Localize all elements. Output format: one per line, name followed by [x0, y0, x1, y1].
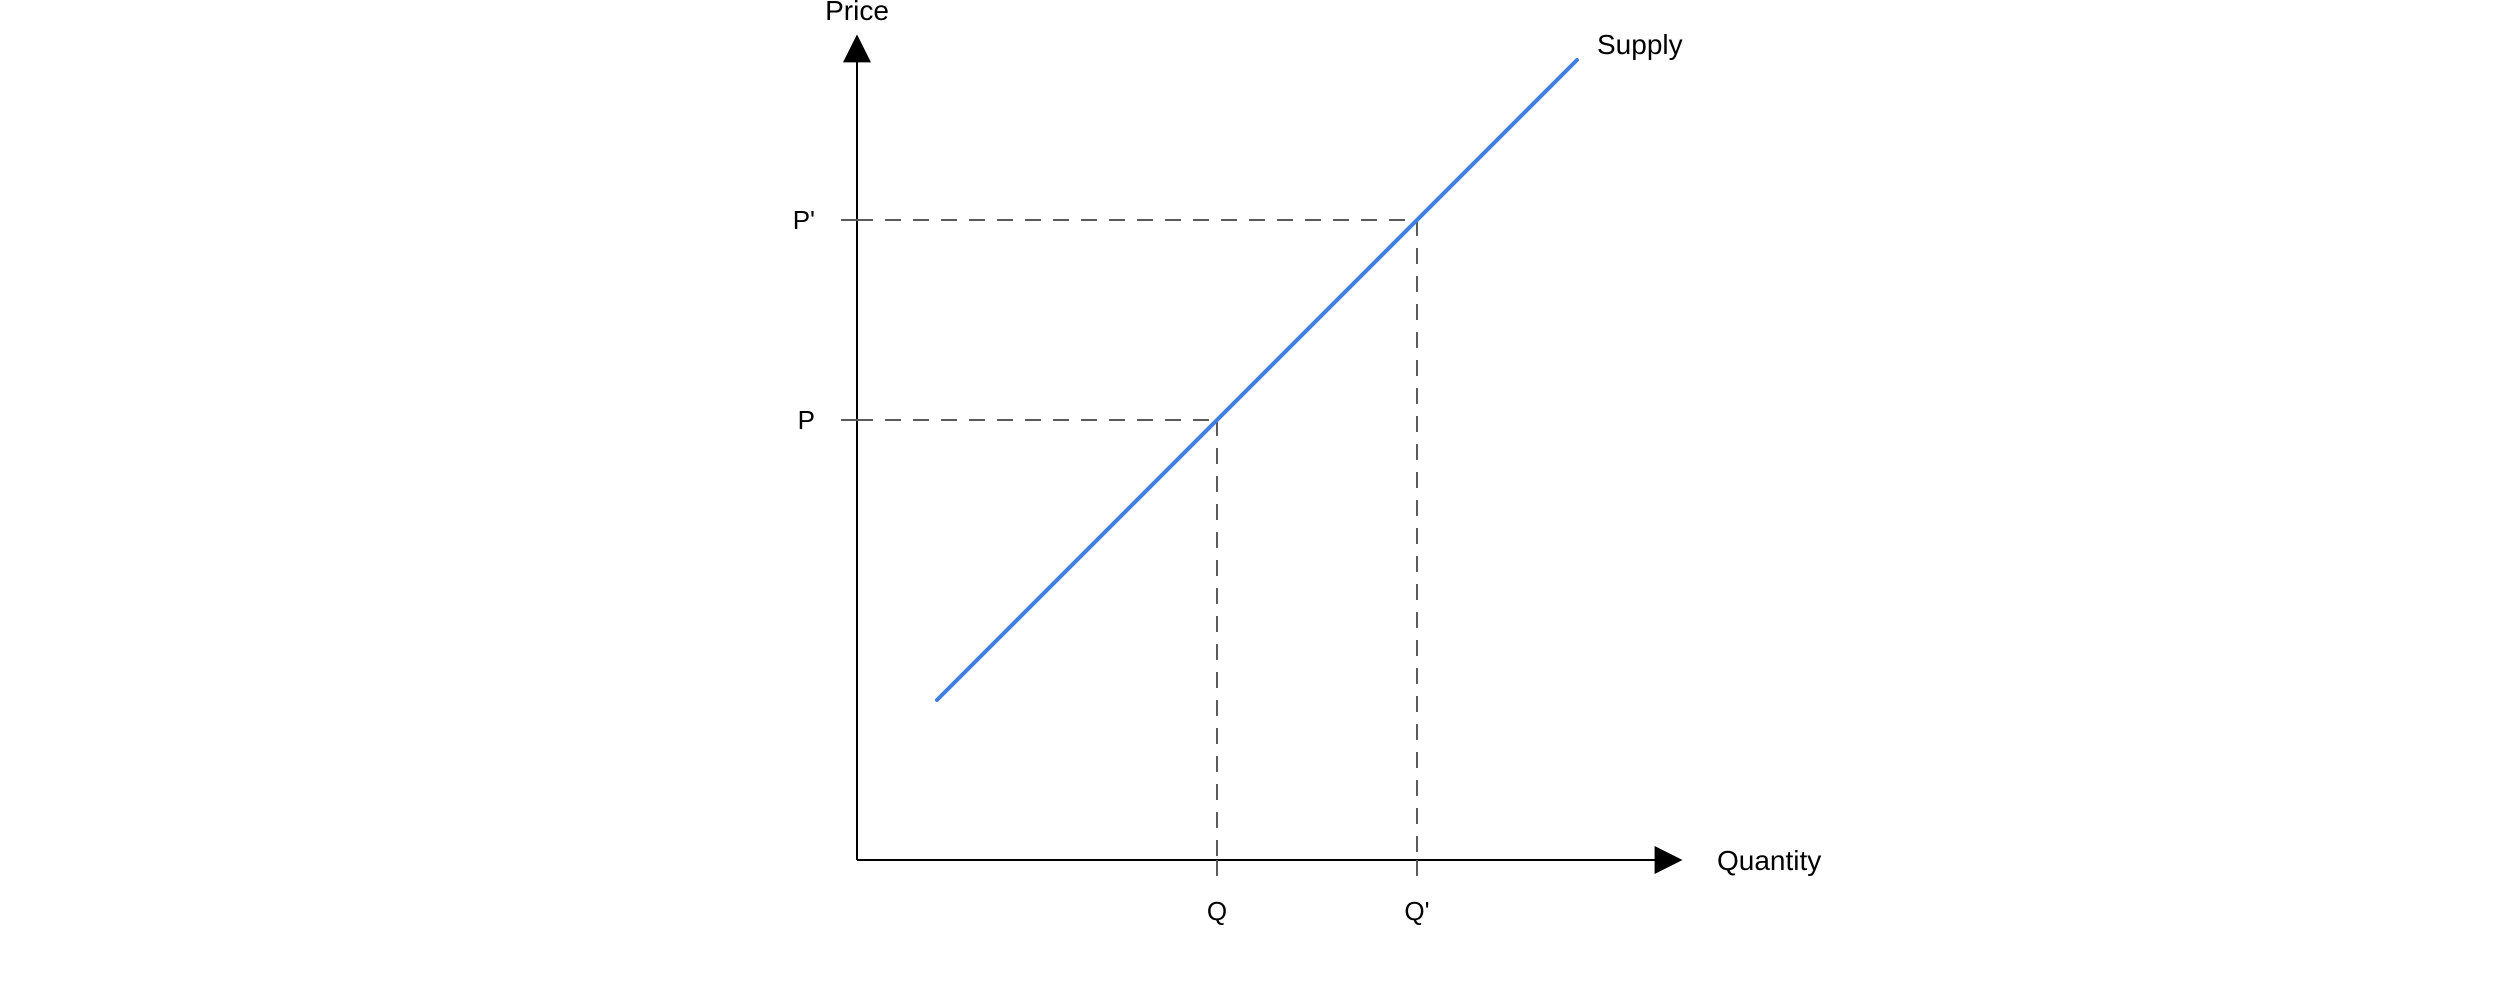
y-tick-label-low: P [798, 405, 815, 435]
x-tick-label-low: Q [1207, 896, 1227, 926]
supply-curve-chart: Quantity Price P Q P' Q' Supply [0, 0, 2514, 992]
y-axis-title: Price [825, 0, 889, 26]
x-tick-label-high: Q' [1404, 896, 1429, 926]
y-tick-label-high: P' [793, 205, 815, 235]
supply-label: Supply [1597, 29, 1683, 60]
x-axis-title: Quantity [1717, 845, 1821, 876]
